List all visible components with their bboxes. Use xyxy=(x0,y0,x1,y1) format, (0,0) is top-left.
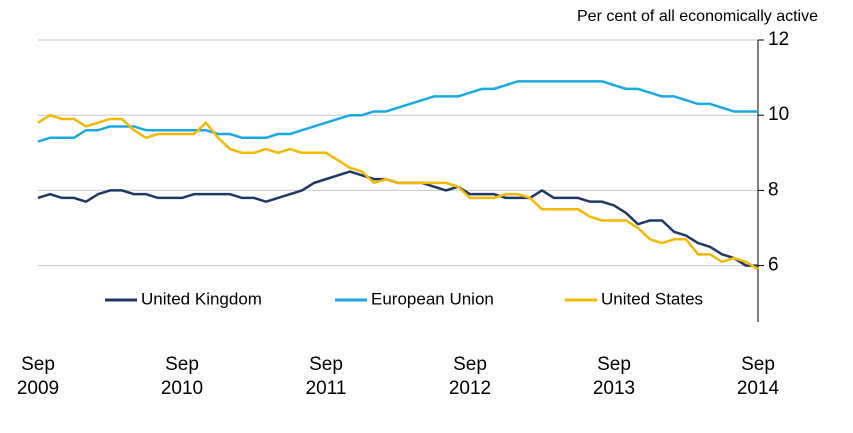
legend-label: European Union xyxy=(371,289,494,308)
legend-label: United Kingdom xyxy=(141,289,262,308)
axis-label: Per cent of all economically active xyxy=(577,8,818,25)
series-line xyxy=(37,170,758,267)
series-line xyxy=(37,113,759,271)
legend-label: United States xyxy=(601,289,703,308)
x-tick-label: Sep 2012 xyxy=(448,354,492,399)
y-tick-label: 6 xyxy=(768,255,779,276)
y-tick-label: 8 xyxy=(768,179,779,200)
x-tick-label: Sep 2014 xyxy=(736,354,780,399)
series-line xyxy=(37,80,758,143)
x-tick-label: Sep 2013 xyxy=(592,354,636,399)
x-tick-label: Sep 2011 xyxy=(305,354,347,399)
x-tick-label: Sep 2009 xyxy=(16,354,60,399)
x-tick-label: Sep 2010 xyxy=(160,354,204,399)
y-tick-label: 12 xyxy=(768,29,789,50)
y-tick-label: 10 xyxy=(768,104,789,125)
